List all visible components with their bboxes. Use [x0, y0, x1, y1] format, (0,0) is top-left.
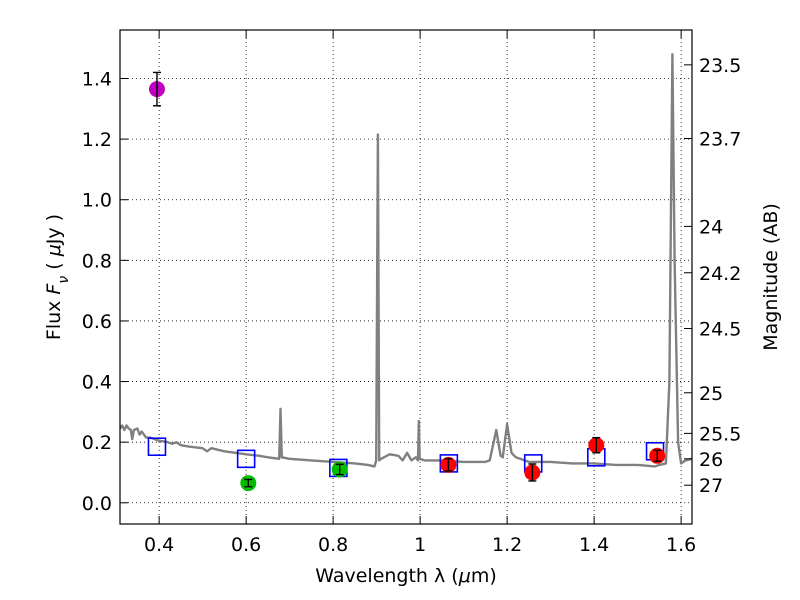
x-axis-label: Wavelength λ (μm) — [315, 565, 496, 587]
axis-ticks: 0.4 0.6 0.8 1 1.2 1.4 1.6 0.0 0.2 0.4 0.6 0.8 1.0 1.2… — [82, 30, 741, 556]
model-flux-square — [147, 437, 167, 457]
y-tick-label: 0.6 — [82, 311, 112, 333]
mag-tick-label: 24 — [699, 216, 723, 238]
x-tick-label: 1.6 — [666, 534, 696, 556]
plot-frame — [119, 29, 693, 525]
x-tick-label: 0.8 — [318, 534, 348, 556]
mag-tick-label: 27 — [699, 475, 723, 497]
x-tick-label: 0.6 — [231, 534, 261, 556]
y-tick-label: 1.4 — [82, 68, 112, 90]
y2-axis-label: Magnitude (AB) — [760, 203, 782, 351]
y-tick-label: 1.0 — [82, 190, 112, 212]
x-tick-label: 1 — [414, 534, 426, 556]
y-tick-label: 0.4 — [82, 372, 112, 394]
mag-tick-label: 24.2 — [699, 263, 741, 285]
y-tick-label: 0.0 — [82, 493, 112, 515]
spectrum-line — [120, 53, 692, 468]
mag-tick-label: 23.5 — [699, 55, 741, 77]
y-axis-label: Flux Fν ( μJy ) — [43, 214, 72, 340]
mag-tick-label: 23.7 — [699, 128, 741, 150]
model-flux-square — [236, 449, 256, 469]
y-tick-label: 0.2 — [82, 432, 112, 454]
y-tick-label: 1.2 — [82, 129, 112, 151]
data-series — [120, 53, 692, 492]
mag-tick-label: 25 — [699, 383, 723, 405]
mag-tick-label: 24.5 — [699, 319, 741, 341]
x-tick-label: 1.4 — [579, 534, 609, 556]
x-tick-label: 1.2 — [492, 534, 522, 556]
y-tick-label: 0.8 — [82, 250, 112, 272]
x-tick-label: 0.4 — [144, 534, 174, 556]
mag-tick-label: 26 — [699, 449, 723, 471]
mag-tick-label: 25.5 — [699, 423, 741, 445]
